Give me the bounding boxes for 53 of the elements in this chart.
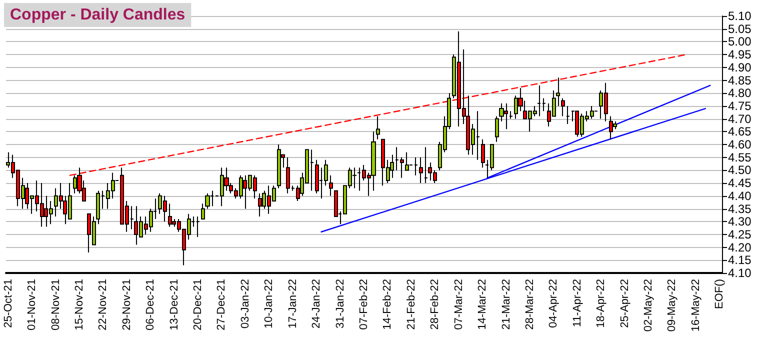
x-tick-label: 27-Dec-21 [216,279,228,330]
y-tick-label: 4.60 [728,138,752,152]
x-tick-label: 31-Jan-22 [334,279,346,329]
x-tick-label: EOF() [714,279,726,309]
x-tick-label: 13-Dec-21 [168,279,180,330]
x-tick-label: 24-Jan-22 [310,279,323,329]
x-tick-label: 18-Apr-22 [595,279,608,328]
x-tick-label: 22-Nov-21 [97,279,110,330]
y-tick-label: 5.10 [728,9,752,23]
x-tick-label: 04-Apr-22 [548,279,560,328]
y-tick-label: 4.75 [728,98,752,113]
y-tick-label: 4.20 [728,240,752,254]
y-tick-label: 4.50 [728,163,752,178]
x-tick-label: 10-Jan-22 [263,279,276,329]
y-tick-label: 5.00 [728,34,752,49]
y-tick-label: 4.65 [728,124,752,139]
x-tick-label: 07-Feb-22 [358,279,370,330]
x-tick-label: 14-Feb-22 [382,279,394,330]
x-tick-label: 20-Dec-21 [192,279,204,330]
y-tick-label: 4.85 [728,73,752,88]
x-tick-label: 25-Apr-22 [618,279,631,328]
y-tick-label: 4.95 [728,48,752,62]
x-tick-label: 28-Mar-22 [524,279,536,330]
y-tick-label: 4.40 [728,188,752,203]
x-tick-label: 29-Nov-21 [120,279,133,330]
x-tick-label: 21-Feb-22 [405,279,418,330]
x-tick-label: 09-May-22 [666,279,678,332]
x-tick-label: 17-Jan-22 [286,279,299,329]
y-tick-label: 4.55 [728,150,752,164]
x-tick-label: 08-Nov-21 [50,279,62,330]
y-tick-label: 4.70 [728,112,752,126]
x-tick-label: 21-Mar-22 [500,279,512,330]
x-tick-label: 01-Nov-21 [26,279,38,330]
y-tick-label: 5.05 [728,22,752,36]
y-tick-label: 4.80 [728,86,752,100]
chart-title: Copper - Daily Candles [10,6,186,24]
x-tick-label: 02-May-22 [642,279,655,332]
x-tick-label: 15-Nov-21 [73,279,86,330]
y-tick-label: 4.90 [728,60,752,74]
x-tick-label: 25-Oct-21 [2,279,14,328]
y-tick-label: 4.45 [728,176,752,190]
x-tick-label: 03-Jan-22 [239,279,252,329]
x-tick-label: 11-Apr-22 [571,279,584,328]
x-tick-label: 07-Mar-22 [452,279,465,330]
x-tick-label: 14-Mar-22 [476,279,489,330]
x-tick-label: 28-Feb-22 [429,279,442,330]
y-tick-label: 4.10 [728,266,752,280]
x-tick-label: 16-May-22 [690,279,702,332]
y-tick-label: 4.15 [728,253,752,268]
y-tick-label: 4.35 [728,202,752,216]
x-tick-label: 06-Dec-21 [144,279,157,330]
y-tick-label: 4.30 [728,214,752,229]
y-tick-label: 4.25 [728,227,752,242]
